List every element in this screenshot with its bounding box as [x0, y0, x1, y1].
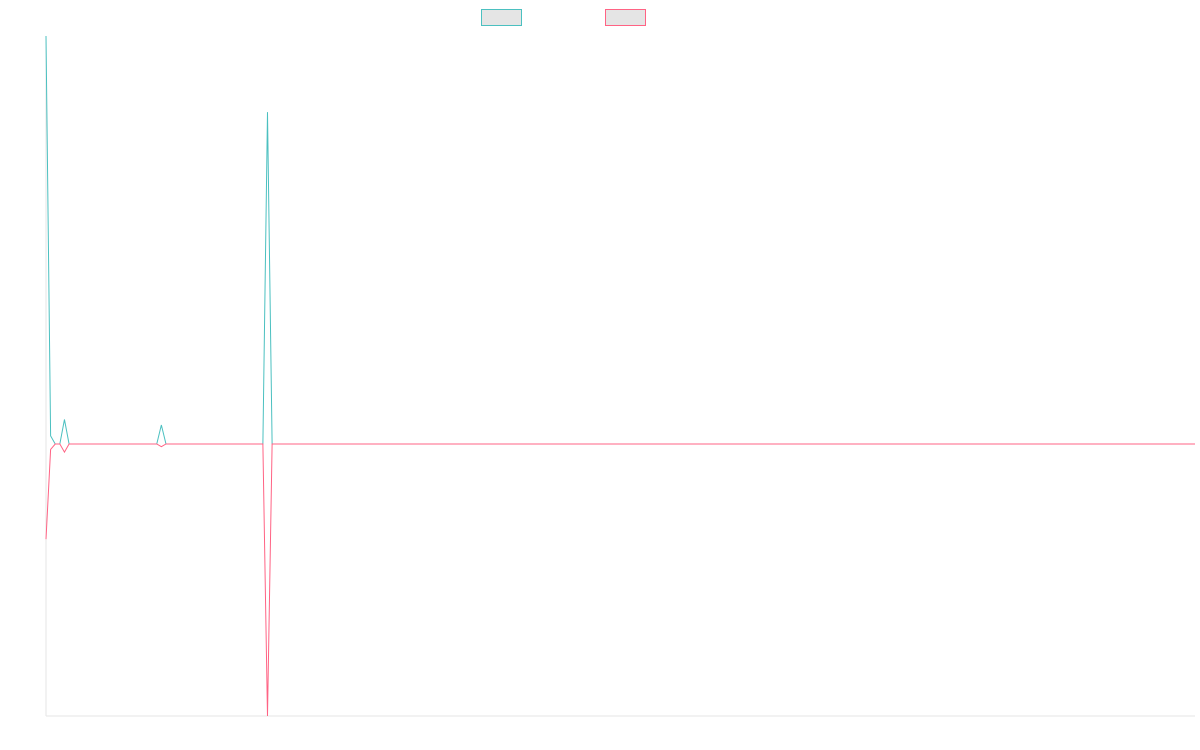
legend-swatch-2[interactable]	[605, 9, 646, 26]
series-line-1	[45, 35, 1195, 445]
legend-swatch-1[interactable]	[481, 9, 522, 26]
series-line-2	[45, 443, 1195, 717]
series-layer	[45, 35, 1195, 717]
chart-axes	[45, 36, 1195, 717]
legend	[481, 9, 646, 26]
